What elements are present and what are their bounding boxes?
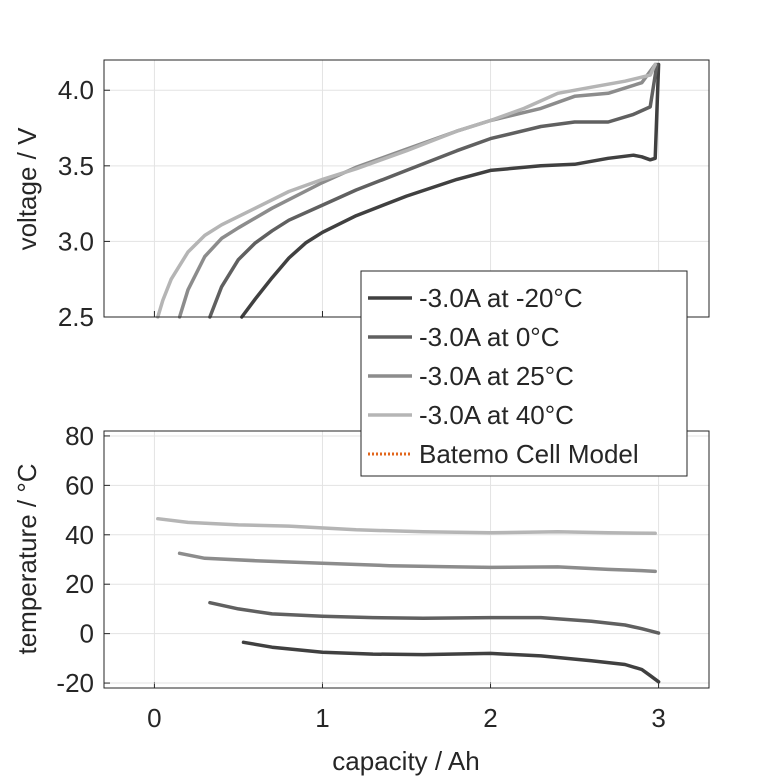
legend: -3.0A at -20°C -3.0A at 0°C -3.0A at 25°C -… xyxy=(360,270,688,477)
temperature-ytick-label: 0 xyxy=(80,619,94,649)
voltage-ytick-label: 2.5 xyxy=(58,302,94,332)
temperature-ytick-label: 60 xyxy=(65,470,94,500)
voltage-series xyxy=(156,62,661,319)
temperature-series-line-1 xyxy=(208,600,661,635)
temperature-series xyxy=(156,516,661,684)
voltage-ytick-label: 3.5 xyxy=(58,151,94,181)
temperature-ytick-label: 40 xyxy=(65,520,94,550)
temperature-ytick-label: 20 xyxy=(65,569,94,599)
legend-label-3: -3.0A at 40°C xyxy=(419,400,574,430)
temperature-ylabel: temperature / °C xyxy=(12,463,42,654)
temperature-ytick-label: 80 xyxy=(65,421,94,451)
temperature-ytick-label: -20 xyxy=(56,668,94,698)
voltage-series-line-0 xyxy=(240,62,661,319)
temperature-series-line-0 xyxy=(241,640,661,684)
voltage-axes: 2.5 3.0 3.5 4.0 voltage / V xyxy=(12,59,710,332)
temperature-xtick-label: 2 xyxy=(483,703,497,733)
legend-label-1: -3.0A at 0°C xyxy=(419,322,559,352)
temperature-series-line-2 xyxy=(177,551,657,574)
temperature-xtick-label: 3 xyxy=(651,703,665,733)
temperature-tick-labels: 0 1 2 3 -20 0 20 40 60 80 xyxy=(56,421,665,733)
temperature-xtick-label: 0 xyxy=(147,703,161,733)
voltage-series-line-3 xyxy=(156,62,657,319)
voltage-ylabel: voltage / V xyxy=(12,127,42,251)
capacity-xlabel: capacity / Ah xyxy=(332,746,479,776)
voltage-ytick-label: 4.0 xyxy=(58,75,94,105)
temperature-grid xyxy=(104,431,709,688)
voltage-series-line-1 xyxy=(208,62,659,319)
temperature-series-line-3 xyxy=(156,516,657,536)
legend-box xyxy=(360,270,688,477)
voltage-ytick-label: 3.0 xyxy=(58,226,94,256)
voltage-tick-labels: 2.5 3.0 3.5 4.0 xyxy=(58,75,94,332)
legend-label-2: -3.0A at 25°C xyxy=(419,361,574,391)
legend-label-4: Batemo Cell Model xyxy=(419,439,639,469)
temperature-axes: 0 1 2 3 -20 0 20 40 60 80 temperature / °C capaci… xyxy=(12,421,710,776)
temperature-xtick-label: 1 xyxy=(315,703,329,733)
legend-entries: -3.0A at -20°C -3.0A at 0°C -3.0A at 25°C -… xyxy=(368,283,639,469)
legend-label-0: -3.0A at -20°C xyxy=(419,283,583,313)
